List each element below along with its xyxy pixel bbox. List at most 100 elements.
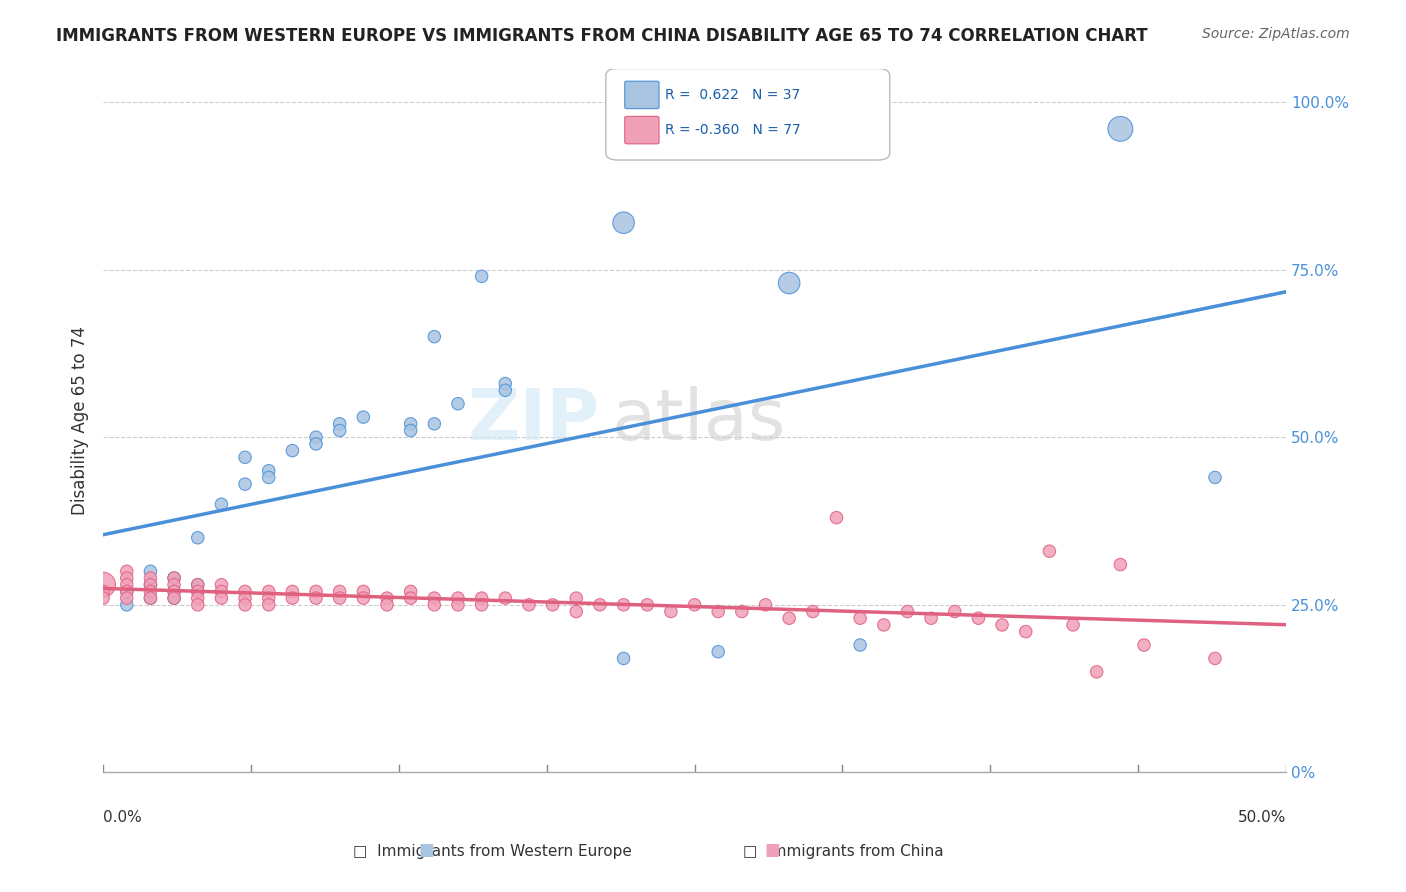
Point: [329, 424, 352, 438]
Point: [187, 584, 209, 599]
Point: [115, 564, 138, 578]
Point: [139, 591, 162, 606]
Point: [139, 564, 162, 578]
Point: [494, 376, 516, 391]
Text: Source: ZipAtlas.com: Source: ZipAtlas.com: [1202, 27, 1350, 41]
Point: [233, 477, 256, 491]
Point: [447, 397, 470, 411]
Point: [873, 618, 896, 632]
Point: [896, 605, 918, 619]
Text: IMMIGRANTS FROM WESTERN EUROPE VS IMMIGRANTS FROM CHINA DISABILITY AGE 65 TO 74 : IMMIGRANTS FROM WESTERN EUROPE VS IMMIGR…: [56, 27, 1147, 45]
Point: [447, 598, 470, 612]
Point: [494, 384, 516, 398]
Point: [778, 276, 800, 290]
Point: [163, 584, 186, 599]
Point: [991, 618, 1014, 632]
Point: [209, 584, 232, 599]
Point: [423, 598, 446, 612]
Point: [139, 584, 162, 599]
Text: R = -0.360   N = 77: R = -0.360 N = 77: [665, 123, 801, 137]
Point: [115, 598, 138, 612]
Point: [636, 598, 658, 612]
Text: 50.0%: 50.0%: [1237, 810, 1286, 825]
Point: [399, 584, 422, 599]
Point: [683, 598, 706, 612]
Point: [187, 577, 209, 591]
Point: [1109, 558, 1132, 572]
Y-axis label: Disability Age 65 to 74: Disability Age 65 to 74: [72, 326, 89, 515]
Point: [754, 598, 776, 612]
Point: [115, 584, 138, 599]
Point: [115, 584, 138, 599]
Point: [659, 605, 682, 619]
Text: atlas: atlas: [612, 386, 786, 455]
Text: R =  0.622   N = 37: R = 0.622 N = 37: [665, 88, 800, 103]
Point: [399, 591, 422, 606]
Point: [801, 605, 824, 619]
Point: [115, 571, 138, 585]
Point: [1133, 638, 1156, 652]
Text: ■: ■: [763, 840, 780, 858]
Point: [163, 571, 186, 585]
Point: [943, 605, 966, 619]
FancyBboxPatch shape: [624, 81, 659, 109]
Point: [305, 584, 328, 599]
Point: [257, 584, 280, 599]
Point: [707, 645, 730, 659]
Point: [1062, 618, 1084, 632]
Point: [731, 605, 754, 619]
Point: [375, 598, 398, 612]
Point: [352, 591, 374, 606]
Point: [163, 591, 186, 606]
Point: [233, 450, 256, 465]
Point: [91, 584, 114, 599]
Point: [281, 584, 304, 599]
Point: [471, 598, 494, 612]
Point: [423, 417, 446, 431]
Point: [565, 605, 588, 619]
Point: [707, 605, 730, 619]
Point: [399, 417, 422, 431]
Point: [139, 571, 162, 585]
Point: [1015, 624, 1038, 639]
Point: [399, 424, 422, 438]
Point: [187, 598, 209, 612]
Point: [257, 591, 280, 606]
Point: [139, 591, 162, 606]
Point: [187, 531, 209, 545]
Text: □  Immigrants from China: □ Immigrants from China: [744, 845, 943, 859]
Point: [447, 591, 470, 606]
Point: [352, 410, 374, 425]
Point: [233, 598, 256, 612]
Point: [209, 497, 232, 511]
Point: [967, 611, 990, 625]
FancyBboxPatch shape: [624, 116, 659, 144]
Point: [471, 269, 494, 284]
Point: [1038, 544, 1060, 558]
Point: [233, 584, 256, 599]
Point: [91, 591, 114, 606]
Point: [115, 577, 138, 591]
Point: [517, 598, 540, 612]
Point: [115, 591, 138, 606]
Point: [257, 464, 280, 478]
Point: [1085, 665, 1108, 679]
Point: [139, 577, 162, 591]
Point: [423, 329, 446, 343]
Text: ■: ■: [418, 840, 434, 858]
Point: [471, 591, 494, 606]
Point: [163, 591, 186, 606]
Point: [305, 591, 328, 606]
Point: [209, 577, 232, 591]
Point: [920, 611, 942, 625]
Point: [163, 571, 186, 585]
Point: [1109, 121, 1132, 136]
FancyBboxPatch shape: [606, 69, 890, 160]
Point: [257, 598, 280, 612]
Point: [613, 216, 636, 230]
Point: [257, 470, 280, 484]
Point: [329, 417, 352, 431]
Point: [423, 591, 446, 606]
Point: [305, 430, 328, 444]
Point: [613, 651, 636, 665]
